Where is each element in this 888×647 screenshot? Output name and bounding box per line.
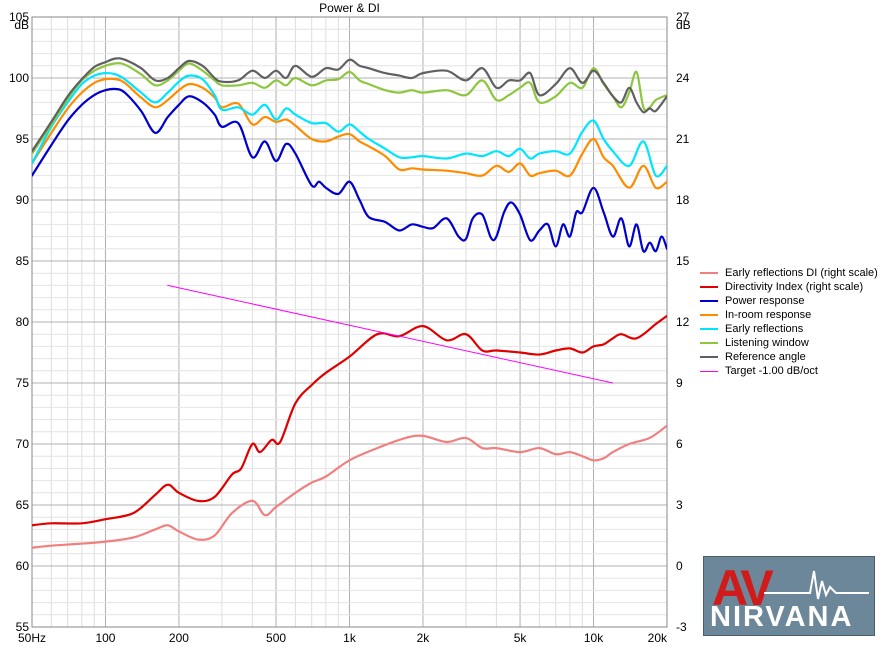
legend-swatch — [700, 314, 718, 316]
legend: Early reflections DI (right scale) Direct… — [700, 266, 878, 378]
legend-swatch — [700, 300, 718, 302]
x-tick-label: 500 — [266, 631, 286, 645]
legend-item: Listening window — [700, 336, 878, 350]
x-tick-label: 10k — [584, 631, 604, 645]
legend-label: Reference angle — [725, 351, 806, 363]
x-tick-label: 20k — [648, 631, 668, 645]
y-left-tick-label: 105 — [9, 10, 29, 24]
legend-item: In-room response — [700, 308, 878, 322]
y-left-tick-label: 95 — [16, 132, 30, 146]
y-left-tick-label: 60 — [16, 559, 30, 573]
y-left-tick-label: 55 — [16, 620, 30, 634]
legend-label: Early reflections DI (right scale) — [725, 267, 878, 279]
legend-swatch — [700, 286, 718, 288]
series-line — [32, 424, 667, 549]
y-right-tick-label: 3 — [676, 498, 683, 512]
x-tick-label: 2k — [417, 631, 431, 645]
y-left-unit: dB — [14, 18, 29, 32]
legend-swatch — [700, 370, 718, 372]
x-tick-label: 5k — [514, 631, 528, 645]
y-right-tick-label: 21 — [676, 132, 690, 146]
y-right-tick-label: 6 — [676, 437, 683, 451]
y-right-tick-label: 18 — [676, 193, 690, 207]
y-right-tick-label: 9 — [676, 376, 683, 390]
y-right-tick-label: 12 — [676, 315, 690, 329]
legend-item: Reference angle — [700, 350, 878, 364]
series-line — [32, 77, 667, 190]
legend-swatch — [700, 328, 718, 330]
logo-pulse-icon — [764, 570, 869, 600]
y-left-tick-label: 90 — [16, 193, 30, 207]
legend-label: In-room response — [725, 309, 812, 321]
x-tick-label: 200 — [169, 631, 189, 645]
legend-item: Early reflections — [700, 322, 878, 336]
legend-label: Listening window — [725, 337, 809, 349]
grid — [31, 16, 668, 628]
series-line — [32, 62, 667, 155]
logo-nirvana-text: NIRVANA — [710, 601, 854, 633]
legend-swatch — [700, 342, 718, 344]
series-line — [167, 284, 614, 384]
legend-item: Early reflections DI (right scale) — [700, 266, 878, 280]
legend-label: Directivity Index (right scale) — [725, 281, 864, 293]
y-left-tick-label: 70 — [16, 437, 30, 451]
y-right-tick-label: -3 — [676, 620, 687, 634]
legend-label: Target -1.00 dB/oct — [725, 365, 818, 377]
y-right-tick-label: 24 — [676, 71, 690, 85]
series-lines — [32, 57, 667, 549]
legend-item: Power response — [700, 294, 878, 308]
logo-av-text: AV — [712, 560, 774, 616]
y-right-tick-label: 27 — [676, 10, 690, 24]
legend-swatch — [700, 272, 718, 274]
x-tick-label: 100 — [95, 631, 115, 645]
legend-label: Power response — [725, 295, 805, 307]
y-right-tick-label: 15 — [676, 254, 690, 268]
x-tick-label: 50Hz — [18, 631, 46, 645]
series-line — [32, 57, 667, 153]
series-line — [32, 314, 667, 527]
legend-label: Early reflections — [725, 323, 804, 335]
y-left-tick-label: 75 — [16, 376, 30, 390]
avnirvana-logo: AV NIRVANA — [703, 556, 875, 636]
legend-item: Directivity Index (right scale) — [700, 280, 878, 294]
legend-swatch — [700, 356, 718, 358]
y-left-tick-label: 85 — [16, 254, 30, 268]
y-right-unit: dB — [676, 18, 691, 32]
series-line — [32, 87, 667, 253]
plot-frame — [31, 16, 668, 628]
y-left-tick-label: 65 — [16, 498, 30, 512]
axis-tick-labels: 556065707580859095100105dB-3036912151821… — [9, 10, 691, 645]
series-line — [32, 71, 667, 178]
y-left-tick-label: 80 — [16, 315, 30, 329]
x-tick-label: 1k — [343, 631, 357, 645]
chart-title: Power & DI — [319, 1, 380, 15]
legend-item: Target -1.00 dB/oct — [700, 364, 878, 378]
y-right-tick-label: 0 — [676, 559, 683, 573]
y-left-tick-label: 100 — [9, 71, 29, 85]
